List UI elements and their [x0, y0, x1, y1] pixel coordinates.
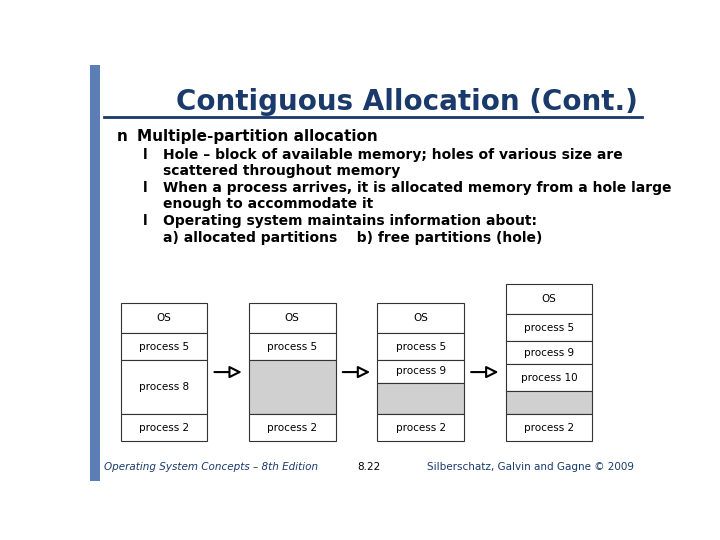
- Bar: [249, 414, 336, 441]
- Text: Silberschatz, Galvin and Gagne © 2009: Silberschatz, Galvin and Gagne © 2009: [427, 462, 634, 472]
- Text: Operating system maintains information about:
a) allocated partitions    b) free: Operating system maintains information a…: [163, 214, 542, 245]
- Bar: [377, 383, 464, 414]
- Text: process 2: process 2: [524, 423, 574, 433]
- Bar: [90, 65, 100, 481]
- Text: process 9: process 9: [395, 367, 446, 376]
- Bar: [377, 333, 464, 360]
- Text: process 5: process 5: [524, 323, 574, 333]
- Bar: [505, 391, 593, 414]
- Text: Operating System Concepts – 8th Edition: Operating System Concepts – 8th Edition: [104, 462, 318, 472]
- Bar: [377, 414, 464, 441]
- Text: Multiple-partition allocation: Multiple-partition allocation: [138, 129, 378, 144]
- Text: OS: OS: [285, 313, 300, 323]
- Text: process 5: process 5: [395, 341, 446, 352]
- Text: n: n: [117, 129, 127, 144]
- Bar: [249, 303, 336, 333]
- Bar: [377, 360, 464, 383]
- Bar: [505, 414, 593, 441]
- Bar: [249, 333, 336, 360]
- Bar: [121, 360, 207, 414]
- Bar: [121, 414, 207, 441]
- Text: process 8: process 8: [139, 382, 189, 392]
- Text: process 10: process 10: [521, 373, 577, 383]
- Text: process 2: process 2: [395, 423, 446, 433]
- Text: OS: OS: [541, 294, 557, 305]
- Text: Contiguous Allocation (Cont.): Contiguous Allocation (Cont.): [176, 87, 639, 116]
- Text: process 2: process 2: [267, 423, 318, 433]
- Text: process 5: process 5: [139, 341, 189, 352]
- Text: OS: OS: [413, 313, 428, 323]
- Bar: [505, 314, 593, 341]
- Text: l: l: [143, 148, 148, 162]
- Text: process 2: process 2: [139, 423, 189, 433]
- Text: process 5: process 5: [267, 341, 318, 352]
- Bar: [505, 341, 593, 364]
- Bar: [377, 303, 464, 333]
- Text: 8.22: 8.22: [357, 462, 381, 472]
- Text: Hole – block of available memory; holes of various size are
scattered throughout: Hole – block of available memory; holes …: [163, 148, 622, 178]
- Text: process 9: process 9: [524, 348, 574, 357]
- Bar: [249, 360, 336, 414]
- Text: OS: OS: [156, 313, 171, 323]
- Text: When a process arrives, it is allocated memory from a hole large
enough to accom: When a process arrives, it is allocated …: [163, 181, 671, 212]
- Bar: [505, 364, 593, 391]
- Bar: [505, 285, 593, 314]
- Bar: [121, 333, 207, 360]
- Bar: [121, 303, 207, 333]
- Text: l: l: [143, 214, 148, 228]
- Text: l: l: [143, 181, 148, 195]
